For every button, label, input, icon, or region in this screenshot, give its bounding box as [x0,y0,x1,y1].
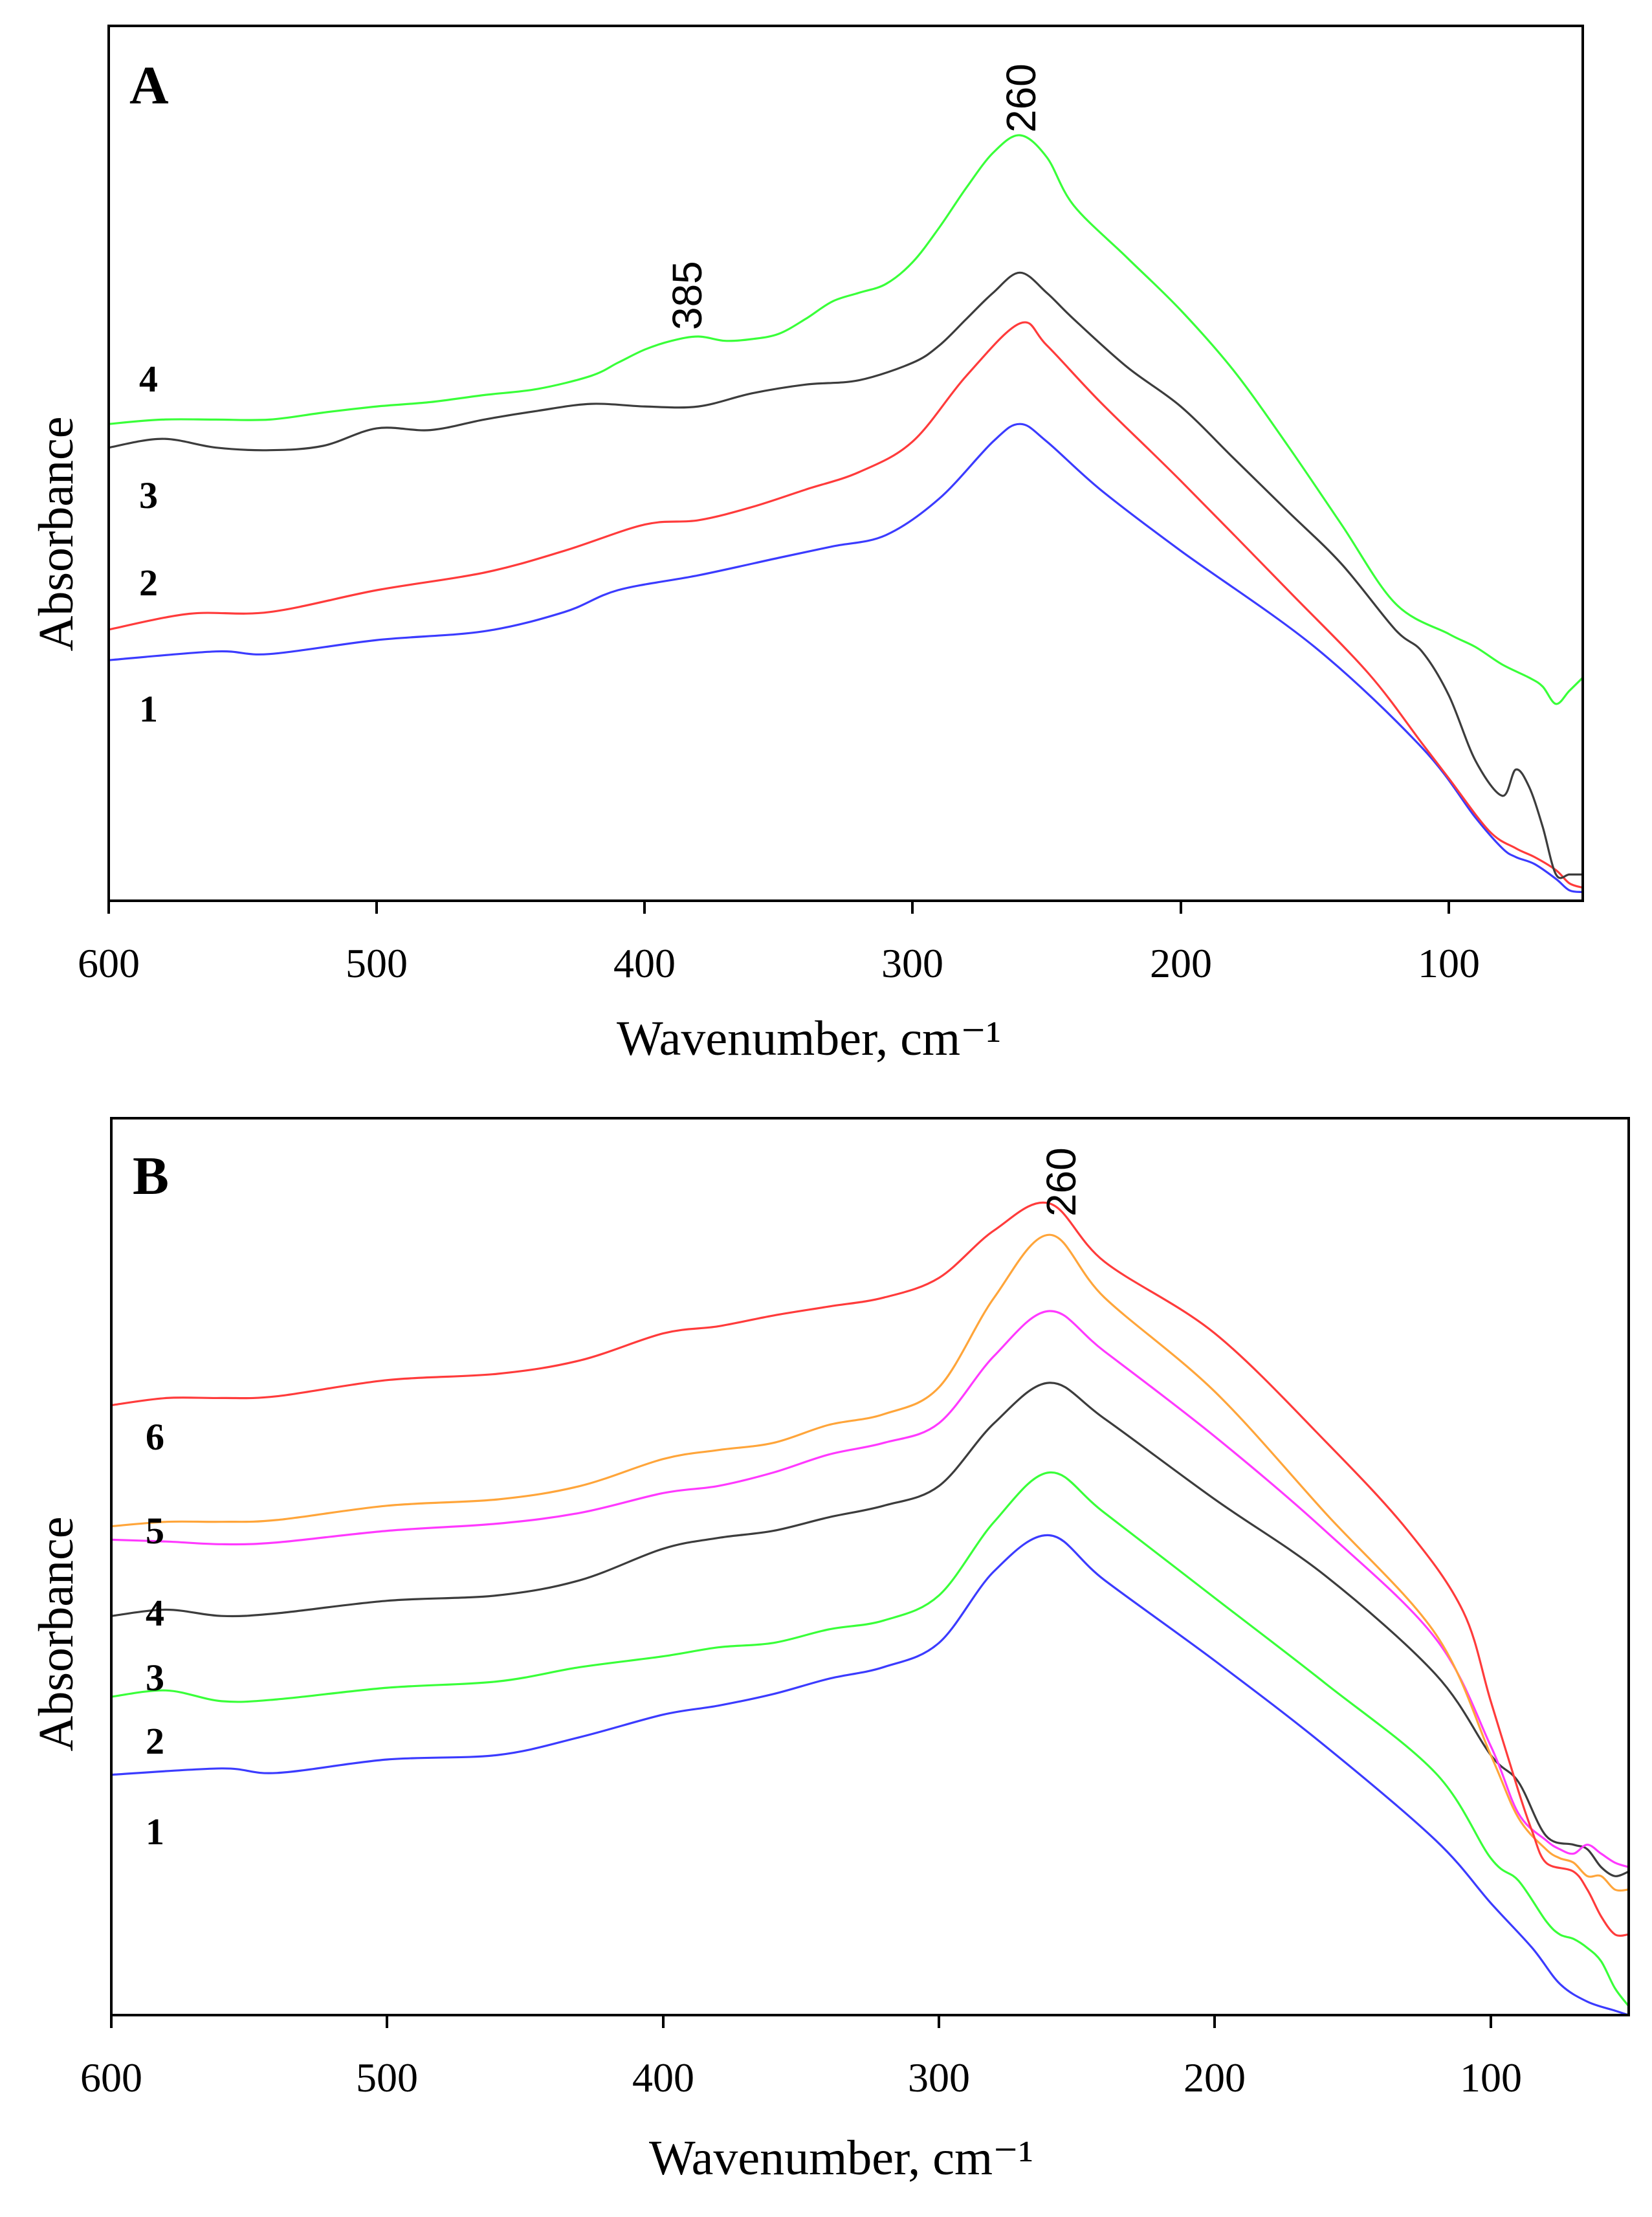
panel-b-x-tick-label: 600 [80,2055,142,2101]
panel-a-x-tick-label: 500 [346,940,408,986]
panel-b-curve-label-6: 6 [146,1416,164,1458]
panel-a-curve-label-4: 4 [139,358,158,400]
panel-b-x-axis-title: Wavenumber, cm⁻¹ [649,2131,1033,2185]
panel-b-curve-label-3: 3 [146,1657,164,1699]
panel-b-letter: B [133,1146,169,1206]
panel-b-curve-label-4: 4 [146,1592,164,1634]
panel-a-curve-label-3: 3 [139,474,158,516]
panel-b: 600 500 400 300 200 100 Wavenumber, cm⁻¹… [29,1117,1630,2185]
panel-a-x-tick-label: 200 [1150,940,1212,986]
panel-b-series-layer [111,1201,1630,2016]
panel-a-peak-label-385: 385 [664,261,710,330]
panel-a-series-1-line [108,423,1583,894]
panel-b-peak-label-260: 260 [1038,1147,1085,1217]
panel-a-x-axis: 600 500 400 300 200 100 [78,901,1480,986]
panel-b-curve-label-5: 5 [146,1510,164,1552]
panel-b-series-1-line [111,1534,1629,2016]
panel-b-x-tick-label: 200 [1184,2055,1246,2101]
panel-a-plot-frame [107,25,1584,902]
panel-a-x-tick-label: 400 [613,940,676,986]
panel-a-x-tick-label: 100 [1418,940,1480,986]
panel-b-series-2-line [111,1471,1630,2007]
panel-a-letter: A [129,56,169,116]
panel-b-series-6-line [111,1201,1629,1937]
panel-a-series-4-line [108,134,1584,705]
panel-a-peak-label-260: 260 [998,63,1044,133]
panel-b-curve-label-2: 2 [146,1720,164,1762]
panel-b-series-3-line [111,1382,1629,1877]
panel-a: 600 500 400 300 200 100 Wavenumber, cm⁻¹… [29,25,1584,1066]
panel-b-y-axis-title: Absorbance [29,1517,83,1752]
panel-a-curve-label-1: 1 [139,688,158,730]
panel-b-series-4-line [111,1310,1629,1868]
panel-a-x-tick-label: 600 [78,940,140,986]
panel-b-x-tick-label: 300 [908,2055,970,2101]
panel-a-series-3-line [108,271,1583,879]
panel-b-x-tick-label: 100 [1460,2055,1522,2101]
panel-a-x-axis-title: Wavenumber, cm⁻¹ [617,1011,1001,1066]
panel-b-series-5-line [111,1233,1629,1892]
panel-a-series-layer [108,134,1584,894]
panel-b-plot-frame [110,1117,1630,2016]
panel-b-x-axis: 600 500 400 300 200 100 [80,2015,1522,2101]
panel-b-curve-label-1: 1 [146,1811,164,1853]
panel-a-series-2-line [108,321,1583,889]
panel-a-y-axis-title: Absorbance [29,417,83,652]
panel-b-x-tick-label: 400 [632,2055,694,2101]
panel-a-curve-label-2: 2 [139,562,158,604]
panel-a-x-tick-label: 300 [881,940,943,986]
panel-b-x-tick-label: 500 [356,2055,418,2101]
